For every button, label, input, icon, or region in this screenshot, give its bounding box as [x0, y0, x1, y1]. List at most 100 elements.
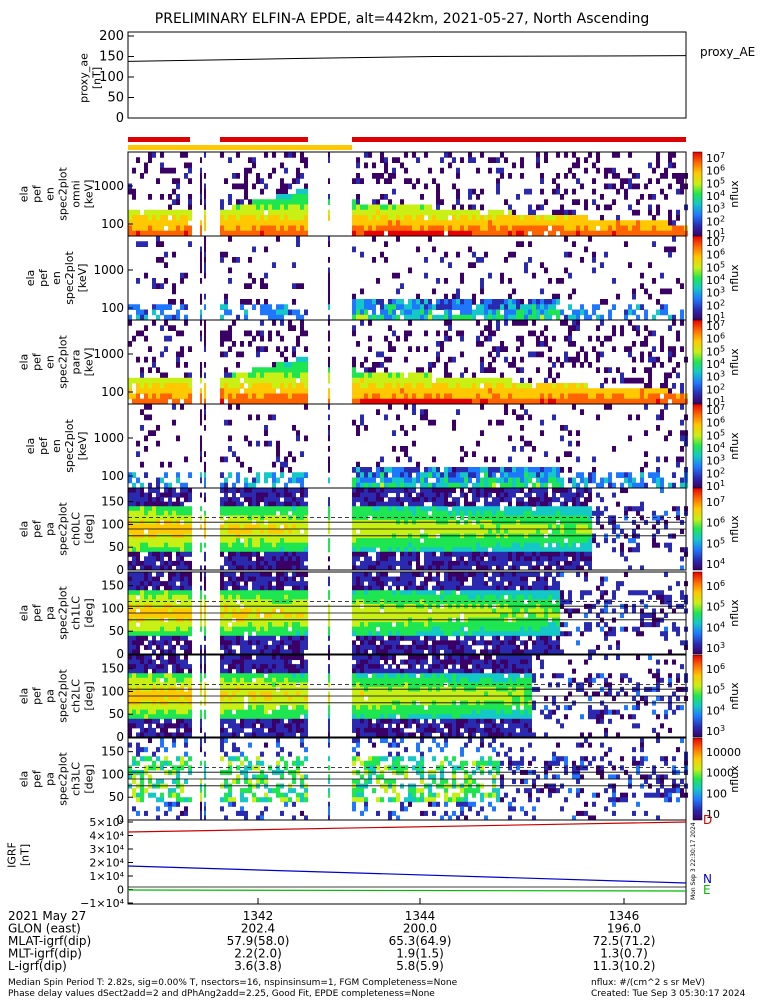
heatmap-cell — [260, 547, 264, 553]
heatmap-cell — [436, 472, 440, 478]
heatmap-cell — [236, 551, 240, 557]
heatmap-cell — [572, 497, 576, 503]
heatmap-cell — [140, 501, 144, 507]
heatmap-cell — [148, 581, 152, 587]
heatmap-cell — [568, 167, 572, 174]
heatmap-cell — [284, 510, 288, 516]
heatmap-cell — [492, 538, 496, 544]
heatmap-cell — [352, 506, 356, 512]
heatmap-cell — [380, 173, 384, 179]
heatmap-cell — [232, 225, 236, 232]
heatmap-cell — [144, 446, 148, 452]
heatmap-cell — [460, 335, 464, 342]
heatmap-cell — [632, 538, 636, 544]
heatmap-cell — [468, 388, 472, 394]
heatmap-cell — [388, 565, 392, 571]
heatmap-cell — [440, 524, 444, 530]
heatmap-cell — [560, 393, 564, 400]
heatmap-cell — [636, 414, 640, 421]
heatmap-cell — [460, 488, 464, 494]
heatmap-cell — [156, 178, 160, 184]
heatmap-cell — [264, 152, 268, 158]
heatmap-cell — [496, 547, 500, 553]
heatmap-cell — [464, 492, 468, 498]
heatmap-cell — [220, 330, 224, 337]
heatmap-cell — [584, 215, 588, 221]
heatmap-cell — [160, 626, 164, 632]
heatmap-cell — [416, 556, 420, 562]
heatmap-cell — [148, 529, 152, 535]
heatmap-cell — [676, 506, 680, 512]
heatmap-cell — [280, 351, 284, 358]
heatmap-cell — [156, 626, 160, 632]
heatmap-cell — [452, 419, 456, 426]
heatmap-cell — [256, 173, 260, 179]
heatmap-cell — [424, 565, 428, 571]
heatmap-cell — [440, 314, 444, 321]
heatmap-cell — [460, 446, 464, 452]
heatmap-cell — [516, 309, 520, 316]
heatmap-cell — [396, 335, 400, 342]
heatmap-cell — [596, 398, 600, 405]
heatmap-cell — [128, 506, 132, 512]
heatmap-cell — [372, 560, 376, 566]
heatmap-cell — [484, 565, 488, 571]
heatmap-cell — [652, 356, 656, 363]
heatmap-cell — [576, 456, 580, 463]
heatmap-cell — [164, 626, 168, 632]
heatmap-cell — [628, 320, 632, 326]
energy-tick-label: 100 — [101, 469, 124, 483]
heatmap-cell — [280, 547, 284, 553]
heatmap-cell — [328, 299, 330, 305]
heatmap-cell — [480, 215, 484, 221]
heatmap-cell — [544, 304, 548, 310]
heatmap-cell — [180, 330, 184, 337]
heatmap-cell — [448, 377, 452, 384]
heatmap-cell — [424, 488, 428, 494]
heatmap-cell — [508, 456, 512, 463]
heatmap-cell — [388, 346, 392, 352]
heatmap-cell — [476, 551, 480, 557]
heatmap-cell — [260, 188, 264, 195]
heatmap-cell — [284, 529, 288, 535]
heatmap-cell — [500, 529, 504, 535]
heatmap-cell — [248, 257, 252, 263]
heatmap-cell — [352, 383, 356, 389]
heatmap-cell — [140, 492, 144, 498]
heatmap-cell — [156, 613, 160, 619]
heatmap-cell — [292, 456, 296, 463]
heatmap-cell — [228, 209, 232, 216]
heatmap-cell — [152, 209, 156, 216]
heatmap-cell — [504, 477, 508, 484]
heatmap-cell — [132, 398, 136, 405]
heatmap-cell — [284, 194, 288, 200]
heatmap-cell — [300, 320, 304, 326]
heatmap-cell — [220, 251, 224, 258]
heatmap-cell — [272, 398, 276, 405]
heatmap-cell — [328, 501, 330, 507]
heatmap-cell — [580, 398, 584, 405]
heatmap-cell — [616, 225, 620, 232]
heatmap-cell — [536, 472, 540, 478]
heatmap-cell — [612, 492, 616, 498]
heatmap-cell — [484, 477, 488, 484]
heatmap-cell — [492, 456, 496, 463]
heatmap-cell — [284, 372, 288, 379]
heatmap-cell — [556, 482, 560, 489]
heatmap-cell — [168, 585, 172, 591]
heatmap-cell — [520, 482, 524, 489]
heatmap-cell — [236, 456, 240, 463]
heatmap-cell — [408, 225, 412, 232]
heatmap-cell — [432, 488, 436, 494]
heatmap-cell — [612, 173, 616, 179]
heatmap-cell — [200, 293, 202, 300]
heatmap-cell — [456, 299, 460, 305]
heatmap-cell — [568, 547, 572, 553]
heatmap-cell — [568, 341, 572, 347]
heatmap-cell — [292, 560, 296, 566]
heatmap-cell — [220, 456, 224, 463]
heatmap-cell — [288, 547, 292, 553]
heatmap-cell — [632, 230, 636, 237]
heatmap-cell — [420, 220, 424, 226]
heatmap-cell — [592, 388, 596, 394]
